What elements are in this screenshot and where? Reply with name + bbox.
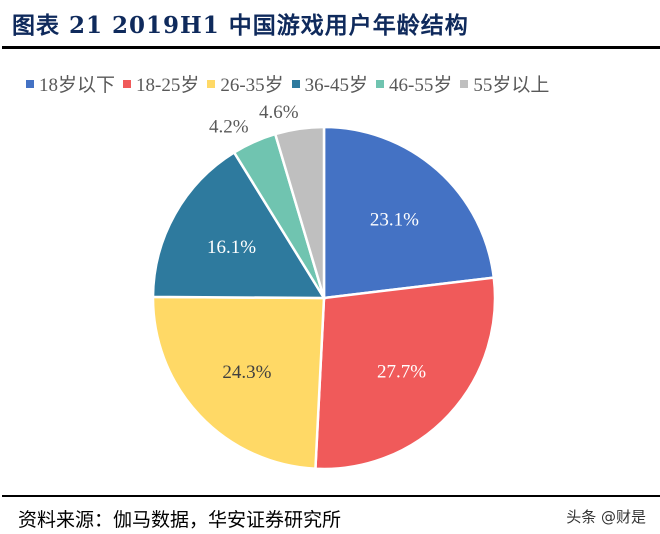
legend-label: 18岁以下 — [39, 75, 116, 96]
figure-title: 图表 21 2019H1 中国游戏用户年龄结构 — [12, 12, 469, 39]
data-label: 23.1% — [370, 210, 419, 231]
legend-swatch — [123, 79, 132, 88]
footer-rule — [2, 495, 660, 497]
legend-item: 46-55岁 — [376, 70, 452, 97]
watermark: 头条 @财是 — [566, 508, 646, 526]
legend-swatch — [291, 79, 300, 88]
legend-item: 18岁以下 — [26, 70, 115, 97]
pie-slice — [151, 295, 326, 471]
pie-slice — [151, 150, 327, 300]
legend: 18岁以下 18-25岁 26-35岁 36-45岁 46-55岁 55岁以上 — [26, 70, 549, 97]
legend-swatch — [460, 79, 469, 88]
source-note: 资料来源：伽马数据，华安证券研究所 — [18, 509, 342, 531]
legend-item: 26-35岁 — [207, 70, 284, 97]
pie-slice — [314, 276, 497, 471]
legend-label: 36-45岁 — [304, 75, 368, 96]
legend-label: 46-55岁 — [389, 75, 453, 96]
legend-label: 18-25岁 — [136, 75, 200, 96]
data-label: 16.1% — [207, 237, 256, 258]
legend-swatch — [26, 79, 34, 88]
legend-swatch — [376, 79, 384, 88]
data-label: 27.7% — [377, 361, 426, 382]
data-label: 4.2% — [209, 117, 249, 138]
legend-item: 55岁以上 — [460, 70, 549, 97]
data-label: 4.6% — [259, 102, 299, 123]
data-label: 24.3% — [222, 362, 271, 383]
legend-label: 55岁以上 — [473, 75, 550, 96]
legend-label: 26-35岁 — [220, 75, 284, 96]
legend-swatch — [207, 79, 216, 88]
title-rule — [2, 46, 660, 49]
pie-slice — [322, 125, 496, 300]
pie-slice — [273, 125, 326, 299]
legend-item: 18-25岁 — [123, 70, 199, 97]
legend-item: 36-45岁 — [291, 70, 368, 97]
